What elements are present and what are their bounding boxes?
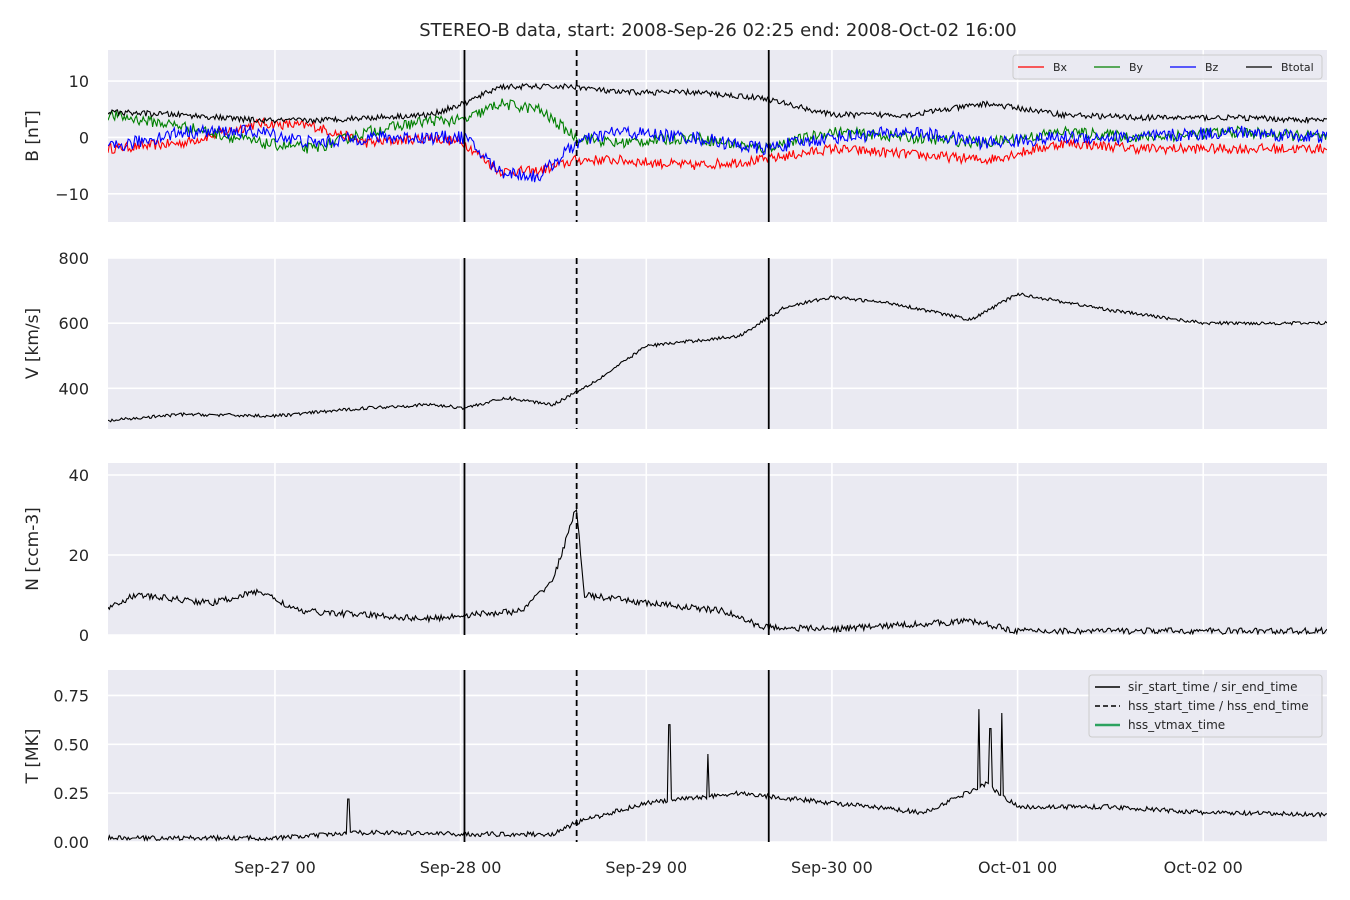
series-group — [108, 508, 1327, 635]
y-axis-label: B [nT] — [23, 110, 43, 162]
legend-label: hss_start_time / hss_end_time — [1128, 699, 1309, 713]
series-bz — [108, 123, 1327, 183]
series-v — [108, 292, 1327, 423]
series-group — [108, 82, 1327, 183]
y-tick-label: 0.50 — [53, 735, 89, 754]
y-tick-label: 600 — [58, 314, 89, 333]
legend-label: Btotal — [1281, 61, 1314, 74]
x-tick-label: Oct-01 00 — [978, 858, 1057, 877]
y-tick-label: 800 — [58, 249, 89, 268]
legend-label: Bz — [1205, 61, 1219, 74]
series-n — [108, 508, 1327, 635]
panel-v: 400 600 800 V [km/s] — [23, 249, 1327, 429]
panel-t: 0.00 0.25 0.50 0.75 T [MK] sir_start_time / s… — [23, 670, 1327, 852]
y-tick-label: 0 — [79, 626, 89, 645]
panel-b: −10 0 10 B [nT] Bx By Bz Btotal — [23, 50, 1327, 222]
legend-label: Bx — [1053, 61, 1068, 74]
x-tick-label: Sep-28 00 — [420, 858, 502, 877]
y-axis-label: N [ccm-3] — [23, 507, 43, 591]
y-tick-label: 40 — [69, 466, 89, 485]
y-tick-label: 10 — [69, 72, 89, 91]
series-group — [108, 292, 1327, 423]
plot-background — [108, 258, 1327, 429]
plot-background — [108, 463, 1327, 635]
x-tick-label: Sep-30 00 — [791, 858, 873, 877]
legend-frame — [1088, 674, 1323, 738]
legend-label: hss_vtmax_time — [1128, 718, 1225, 732]
series-bx — [108, 117, 1327, 179]
legend-events: sir_start_time / sir_end_time hss_start_t… — [1088, 674, 1323, 738]
series-t — [108, 709, 1327, 842]
y-tick-label: 0.25 — [53, 784, 89, 803]
y-axis-label: T [MK] — [23, 729, 43, 785]
y-tick-label: 0 — [79, 128, 89, 147]
y-tick-label: 0.00 — [53, 833, 89, 852]
y-tick-label: 0.75 — [53, 686, 89, 705]
y-tick-label: 20 — [69, 546, 89, 565]
legend-frame — [1012, 54, 1323, 80]
x-tick-label: Oct-02 00 — [1164, 858, 1243, 877]
x-tick-label: Sep-29 00 — [605, 858, 687, 877]
chart-title: STEREO-B data, start: 2008-Sep-26 02:25 … — [419, 20, 1017, 41]
y-tick-label: −10 — [55, 185, 89, 204]
y-axis-label: V [km/s] — [23, 308, 43, 379]
y-tick-label: 400 — [58, 379, 89, 398]
legend-label: sir_start_time / sir_end_time — [1128, 680, 1298, 694]
x-tick-label: Sep-27 00 — [234, 858, 316, 877]
legend-b: Bx By Bz Btotal — [1012, 54, 1323, 80]
legend-label: By — [1129, 61, 1144, 74]
series-btotal — [108, 82, 1327, 125]
panel-n: 0 20 40 N [ccm-3] — [23, 463, 1327, 645]
series-group — [108, 709, 1327, 842]
